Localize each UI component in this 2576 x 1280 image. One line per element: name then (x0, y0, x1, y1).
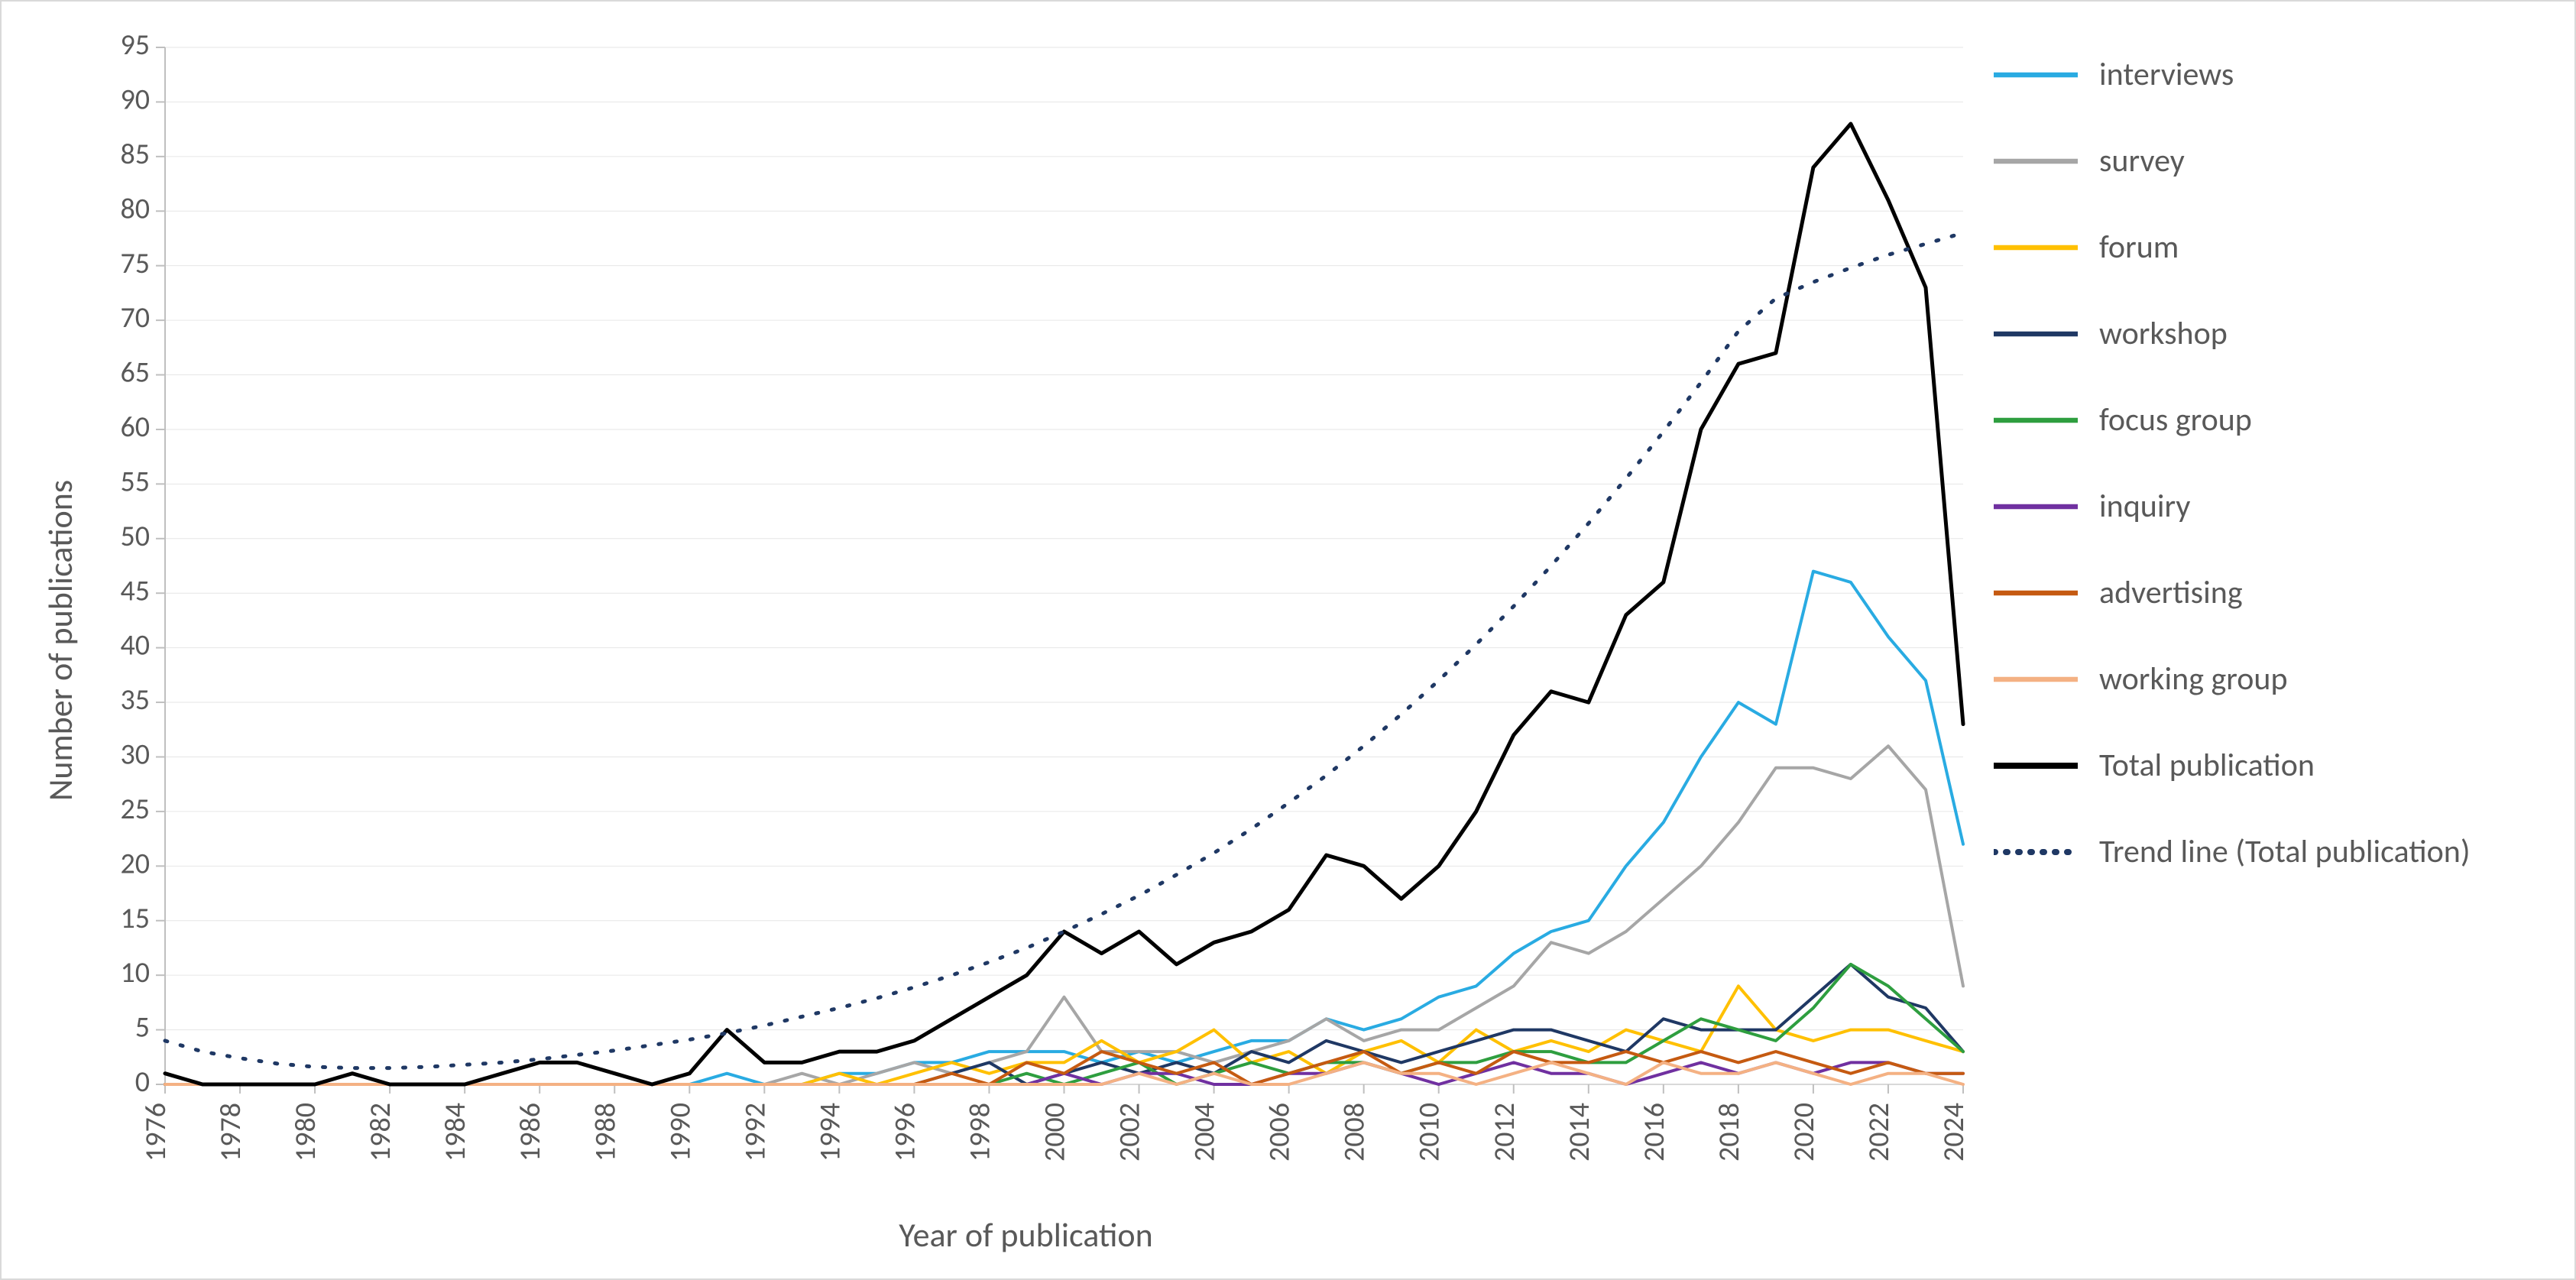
y-tick-label: 55 (120, 464, 150, 499)
x-tick-label: 1996 (887, 1103, 922, 1162)
x-tick-label: 1998 (962, 1103, 997, 1162)
x-tick-label: 1994 (812, 1103, 847, 1162)
y-tick-label: 30 (120, 737, 150, 773)
y-tick-label: 70 (120, 300, 150, 335)
legend-item: inquiry (1994, 487, 2544, 526)
y-tick-label: 5 (135, 1010, 150, 1045)
legend-swatch (1994, 232, 2078, 263)
y-tick-label: 10 (120, 955, 150, 990)
y-tick-label: 95 (120, 28, 150, 63)
y-tick-label: 15 (120, 901, 150, 936)
series-line (165, 986, 1963, 1084)
x-tick-label: 2016 (1637, 1103, 1672, 1162)
x-tick-label: 2008 (1337, 1103, 1372, 1162)
x-tick-label: 2000 (1038, 1103, 1073, 1162)
x-tick-label: 1990 (663, 1103, 698, 1162)
legend-item: workshop (1994, 314, 2544, 353)
chart-frame: Number of publications 0 5 10 15 20 25 30 35 40 4… (0, 0, 2576, 1280)
legend-label: survey (2099, 141, 2185, 180)
x-tick-label: 1978 (213, 1103, 248, 1162)
x-tick-label: 2020 (1787, 1103, 1822, 1162)
x-tick-label: 1976 (138, 1103, 173, 1162)
legend-label: interviews (2099, 55, 2234, 94)
y-tick-label: 35 (120, 682, 150, 718)
series-line (165, 746, 1963, 1084)
x-tick-label: 1992 (737, 1103, 773, 1162)
legend-swatch (1994, 664, 2078, 695)
legend-label: inquiry (2099, 487, 2190, 526)
legend-item: interviews (1994, 55, 2544, 94)
plot-column: Number of publications 0 5 10 15 20 25 30 35 40 4… (32, 24, 1971, 1256)
legend-item: working group (1994, 659, 2544, 698)
legend-swatch (1994, 319, 2078, 349)
legend-label: focus group (2099, 400, 2252, 439)
legend-label: working group (2099, 659, 2288, 698)
x-tick-label: 2006 (1262, 1103, 1298, 1162)
x-tick-label: 1986 (513, 1103, 548, 1162)
legend-label: Total publication (2099, 746, 2315, 785)
y-tick-label: 40 (120, 628, 150, 663)
y-tick-label: 75 (120, 246, 150, 281)
x-axis-title: Year of publication (81, 1199, 1971, 1256)
legend-label: forum (2099, 228, 2179, 267)
plot-svg: 0 5 10 15 20 25 30 35 40 45 50 55 60 65 70 75 80 85 90 95 19… (81, 24, 1971, 1199)
legend-swatch (1994, 491, 2078, 522)
x-tick-label: 2024 (1936, 1103, 1971, 1162)
x-tick-label: 2014 (1562, 1103, 1597, 1162)
legend-item: survey (1994, 141, 2544, 180)
x-tick-label: 1980 (288, 1103, 323, 1162)
legend-item: focus group (1994, 400, 2544, 439)
legend-label: Trend line (Total publication) (2099, 832, 2471, 871)
legend-item: Total publication (1994, 746, 2544, 785)
y-tick-label: 60 (120, 410, 150, 445)
legend-swatch (1994, 405, 2078, 436)
plot-area: 0 5 10 15 20 25 30 35 40 45 50 55 60 65 70 75 80 85 90 95 19… (81, 24, 1971, 1199)
series-line (165, 124, 1963, 1084)
x-tick-label: 1988 (588, 1103, 623, 1162)
legend-label: advertising (2099, 573, 2243, 612)
y-tick-label: 0 (135, 1065, 150, 1100)
y-tick-label: 80 (120, 191, 150, 226)
y-tick-label: 90 (120, 82, 150, 117)
legend-swatch (1994, 146, 2078, 177)
legend-swatch (1994, 750, 2078, 781)
y-tick-label: 45 (120, 573, 150, 608)
legend: interviews survey forum workshop focus group… (1971, 24, 2544, 1256)
x-tick-label: 1982 (363, 1103, 398, 1162)
legend-item: advertising (1994, 573, 2544, 612)
series-line (165, 572, 1963, 1084)
x-tick-label: 2018 (1712, 1103, 1747, 1162)
y-axis-title: Number of publications (32, 24, 81, 1256)
x-tick-label: 2002 (1113, 1103, 1148, 1162)
plot-and-xtitle: 0 5 10 15 20 25 30 35 40 45 50 55 60 65 70 75 80 85 90 95 19… (81, 24, 1971, 1256)
y-tick-label: 85 (120, 137, 150, 172)
legend-swatch (1994, 60, 2078, 90)
chart-wrap: Number of publications 0 5 10 15 20 25 30 35 40 4… (32, 24, 2544, 1256)
x-tick-label: 2004 (1188, 1103, 1223, 1162)
y-tick-label: 50 (120, 519, 150, 554)
legend-label: workshop (2099, 314, 2228, 353)
y-tick-label: 25 (120, 792, 150, 827)
x-tick-label: 2010 (1412, 1103, 1447, 1162)
y-tick-label: 20 (120, 846, 150, 881)
legend-swatch (1994, 837, 2078, 867)
legend-swatch (1994, 578, 2078, 608)
series-line (165, 233, 1963, 1068)
x-tick-label: 2012 (1487, 1103, 1522, 1162)
x-tick-label: 2022 (1862, 1103, 1897, 1162)
x-tick-label: 1984 (438, 1103, 473, 1162)
legend-item: Trend line (Total publication) (1994, 832, 2544, 871)
legend-item: forum (1994, 228, 2544, 267)
y-tick-label: 65 (120, 355, 150, 390)
